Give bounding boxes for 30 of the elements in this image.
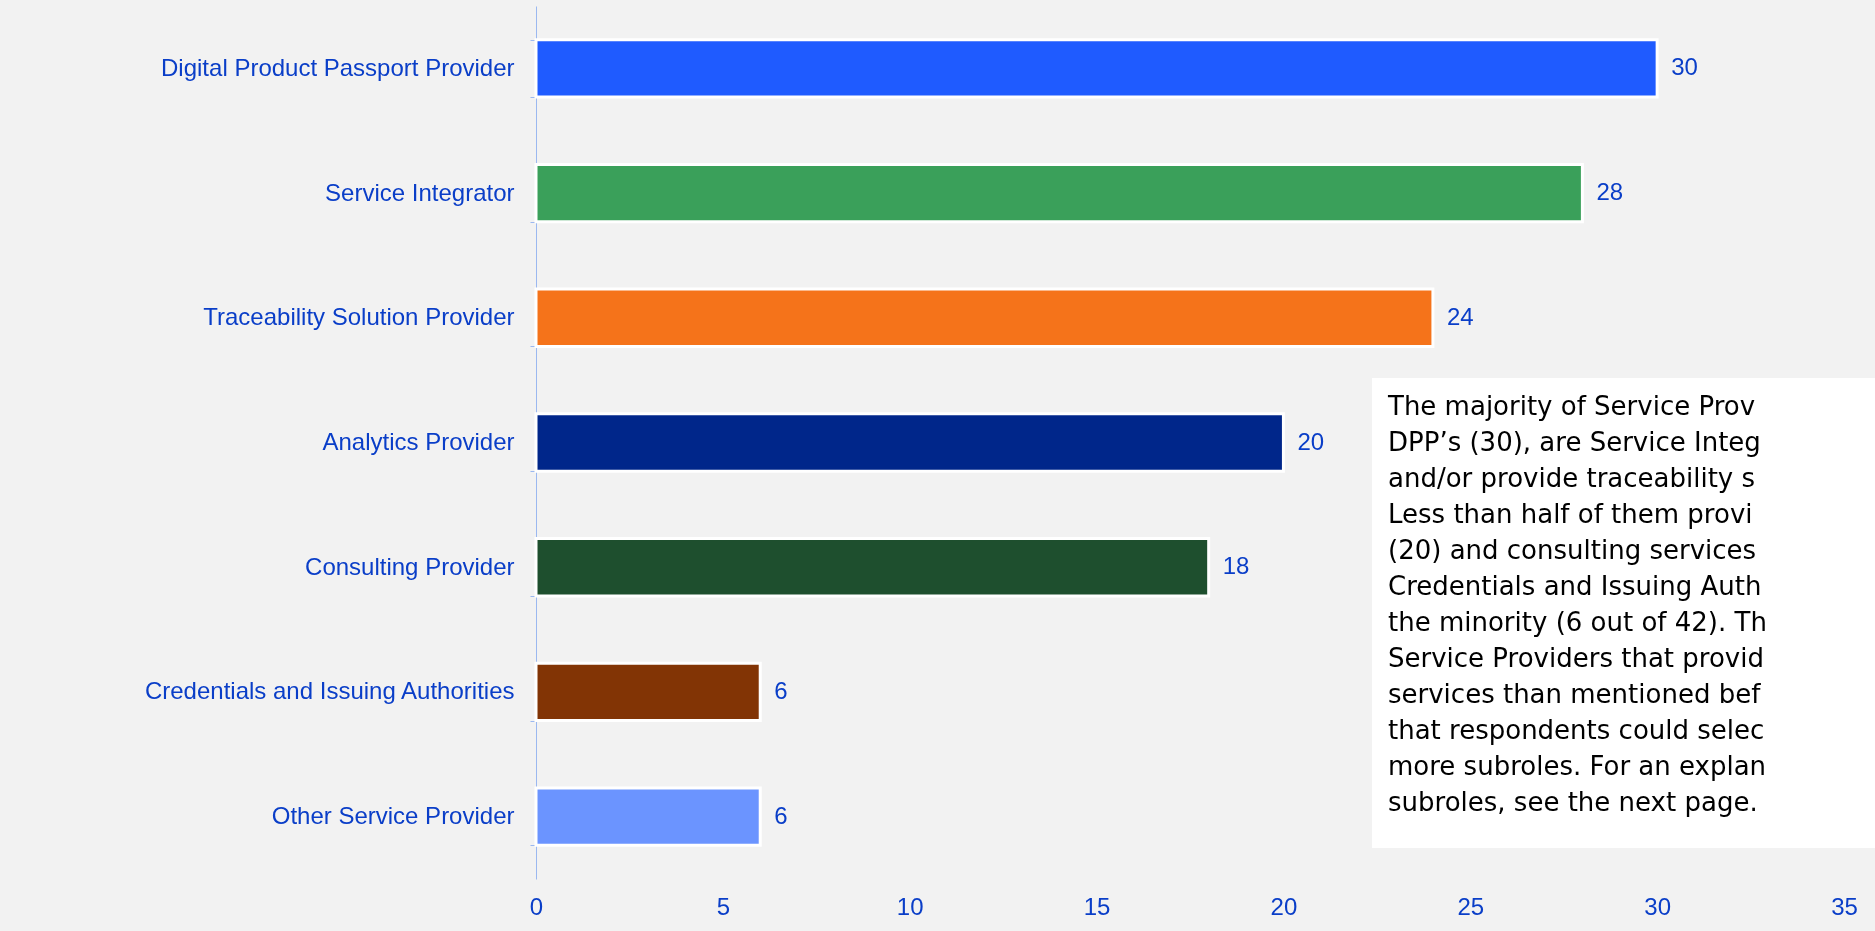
data-label: 6 <box>774 801 788 829</box>
x-tick-label: 35 <box>1831 892 1858 920</box>
x-tick-label: 10 <box>896 892 924 920</box>
data-label: 30 <box>1671 53 1698 81</box>
x-tick-label: 0 <box>529 892 544 920</box>
x-tick-label: 25 <box>1457 892 1485 920</box>
data-label: 18 <box>1222 552 1250 580</box>
y-tick-label: Other Service Provider <box>271 802 515 830</box>
bar <box>534 786 762 847</box>
y-tick-label: Service Integrator <box>325 178 515 206</box>
y-tick-label: Digital Product Passport Provider <box>161 53 515 81</box>
data-label: 28 <box>1596 178 1624 206</box>
bar <box>534 38 1659 99</box>
bar <box>534 537 1211 598</box>
bar <box>534 287 1435 348</box>
bar <box>534 162 1584 224</box>
y-tick-label: Traceability Solution Provider <box>203 303 515 331</box>
bar <box>534 412 1285 473</box>
bar <box>534 661 762 723</box>
data-label: 6 <box>774 676 788 704</box>
x-tick-label: 5 <box>716 892 731 920</box>
y-tick-label: Credentials and Issuing Authorities <box>144 677 515 705</box>
y-tick-label: Consulting Provider <box>305 552 515 580</box>
data-label: 24 <box>1446 302 1474 330</box>
y-tick-label: Analytics Provider <box>322 428 515 455</box>
x-tick-label: 20 <box>1270 892 1298 920</box>
data-label: 20 <box>1297 427 1325 455</box>
text: The majority of Service Prov DPP’s (30), are Service Integ and/or provide traceability s Less than half of them provi (20) and consulting services Credentials and Issuing Auth the minority (6 out of 42). Th Service Providers that provid services than mentioned bef that respondents could selec more subroles. For an explan subroles, see the next page. <box>1388 391 1767 817</box>
x-tick-label: 30 <box>1644 892 1671 920</box>
x-tick-label: 15 <box>1083 892 1111 920</box>
